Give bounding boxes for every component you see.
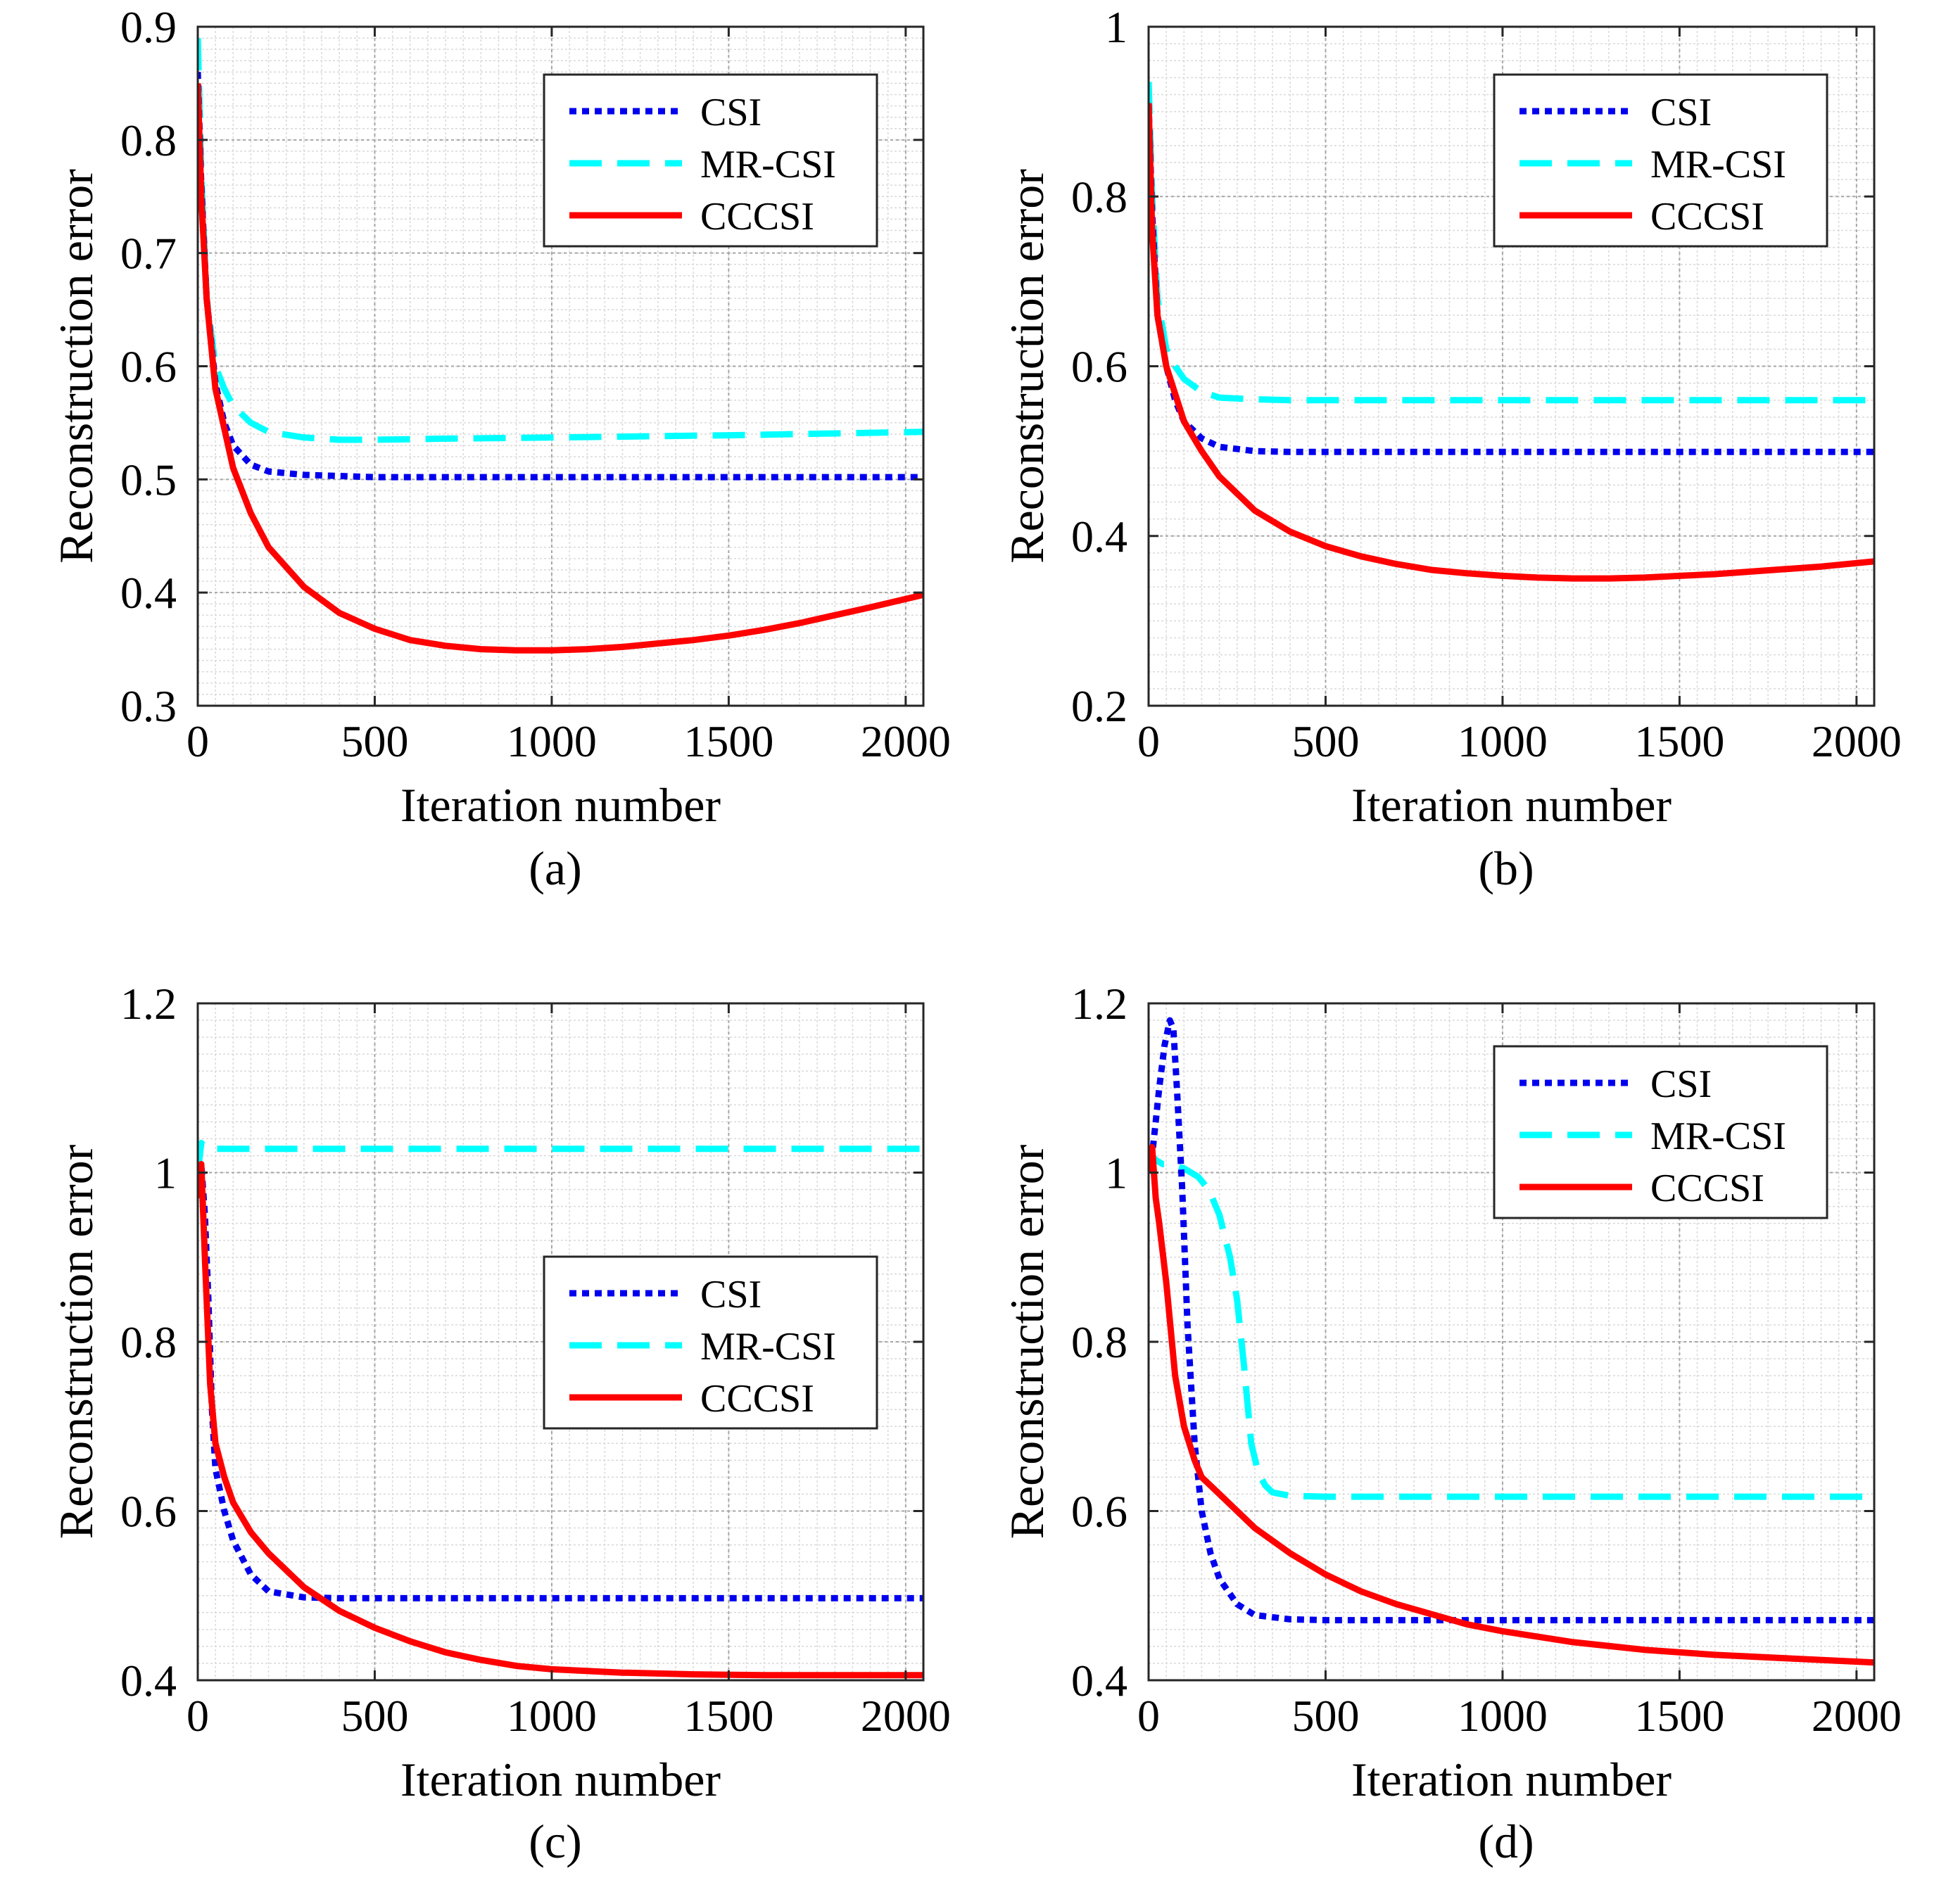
chart-panel-4: 0 500 1000 1500 2000 0.4 0.6 0.8 1 1.2 Iteration n… <box>1000 979 1902 1868</box>
x-tick-label: 500 <box>341 716 408 766</box>
series-line-mr-csi <box>1149 1152 1874 1500</box>
x-axis-title: Iteration number <box>1351 778 1672 832</box>
x-tick-label: 1500 <box>683 716 773 766</box>
panel-label: (c) <box>529 1815 581 1868</box>
y-tick-label: 0.6 <box>1071 1487 1127 1537</box>
x-tick-label: 1500 <box>1634 716 1724 766</box>
series-line-mr-csi <box>1149 82 1874 404</box>
y-tick-label: 1 <box>154 1148 177 1198</box>
y-tick-label: 0.8 <box>120 1317 177 1367</box>
series-group <box>198 1139 923 1679</box>
legend-label: MR-CSI <box>1650 1115 1786 1158</box>
y-tick-label: 0.8 <box>120 115 177 165</box>
x-axis-title: Iteration number <box>1351 1753 1672 1806</box>
y-axis-title: Reconstruction error <box>49 1144 103 1539</box>
series-line-cccsi <box>198 83 923 654</box>
legend-label: CSI <box>1650 91 1712 134</box>
y-tick-label: 0.5 <box>120 455 177 504</box>
series-group <box>1149 82 1874 582</box>
x-tick-label: 0 <box>187 716 209 766</box>
x-tick-label: 1500 <box>1634 1691 1724 1741</box>
legend: CSI MR-CSI CCCSI <box>1493 1045 1828 1219</box>
legend-label: CSI <box>700 91 762 134</box>
y-axis-title: Reconstruction error <box>1000 169 1054 564</box>
y-tick-label: 0.4 <box>120 1656 177 1706</box>
x-tick-label: 2000 <box>1812 1691 1902 1741</box>
legend: CSI MR-CSI CCCSI <box>543 73 878 248</box>
legend-label: CSI <box>700 1273 762 1316</box>
y-tick-label: 0.7 <box>120 229 177 279</box>
y-axis-title: Reconstruction error <box>49 169 103 564</box>
x-tick-label: 1500 <box>683 1691 773 1741</box>
legend-label: MR-CSI <box>1650 143 1786 186</box>
x-tick-label: 0 <box>187 1691 209 1741</box>
x-tick-label: 1000 <box>507 716 597 766</box>
legend-label: CSI <box>1650 1062 1712 1106</box>
x-tick-label: 500 <box>1291 1691 1359 1741</box>
series-line-mr-csi <box>198 1139 923 1174</box>
x-axis-title: Iteration number <box>400 1753 721 1806</box>
y-tick-label: 0.9 <box>120 2 177 52</box>
x-axis-title: Iteration number <box>400 778 721 832</box>
series-line-cccsi <box>1149 1143 1874 1666</box>
y-tick-label: 0.6 <box>1071 342 1127 392</box>
y-tick-label: 0.6 <box>120 342 177 392</box>
legend-label: CCCSI <box>1650 1167 1764 1210</box>
chart-panel-1: 0 500 1000 1500 2000 0.3 0.4 0.5 0.6 0.7 0.8 0.9 Ite… <box>49 2 951 895</box>
x-tick-label: 0 <box>1137 1691 1160 1741</box>
legend: CSI MR-CSI CCCSI <box>1493 73 1828 248</box>
x-tick-label: 1000 <box>507 1691 597 1741</box>
y-tick-label: 0.4 <box>1071 512 1127 561</box>
series-line-cccsi <box>1149 103 1874 582</box>
y-tick-label: 1 <box>1105 1148 1127 1198</box>
x-tick-label: 500 <box>1291 716 1359 766</box>
y-tick-label: 0.3 <box>120 681 177 731</box>
y-tick-label: 0.6 <box>120 1487 177 1537</box>
x-tick-label: 0 <box>1137 716 1160 766</box>
series-group <box>1149 1017 1874 1666</box>
series-line-csi <box>1149 1017 1874 1624</box>
x-tick-label: 2000 <box>1812 716 1902 766</box>
panel-label: (b) <box>1478 842 1534 895</box>
chart-panel-3: 0 500 1000 1500 2000 0.4 0.6 0.8 1 1.2 Iteration n… <box>49 979 951 1868</box>
legend-label: MR-CSI <box>700 143 836 186</box>
x-tick-label: 2000 <box>861 716 951 766</box>
legend-label: CCCSI <box>700 195 814 239</box>
y-tick-label: 0.8 <box>1071 172 1127 222</box>
panel-label: (a) <box>529 842 581 895</box>
series-line-cccsi <box>198 1161 923 1679</box>
legend-label: CCCSI <box>700 1377 814 1421</box>
y-tick-label: 0.2 <box>1071 681 1127 731</box>
legend-label: MR-CSI <box>700 1325 836 1369</box>
panel-label: (d) <box>1478 1815 1534 1868</box>
x-tick-label: 500 <box>341 1691 408 1741</box>
x-tick-label: 1000 <box>1458 716 1548 766</box>
x-tick-label: 2000 <box>861 1691 951 1741</box>
chart-panel-2: 0 500 1000 1500 2000 0.2 0.4 0.6 0.8 1 Iteration n… <box>1000 2 1902 895</box>
series-group <box>198 37 923 654</box>
y-axis-title: Reconstruction error <box>1000 1144 1054 1539</box>
y-tick-label: 1 <box>1105 2 1127 52</box>
y-tick-label: 0.4 <box>120 568 177 618</box>
x-tick-label: 1000 <box>1458 1691 1548 1741</box>
legend-label: CCCSI <box>1650 195 1764 239</box>
legend: CSI MR-CSI CCCSI <box>543 1255 878 1430</box>
y-tick-label: 0.4 <box>1071 1656 1127 1706</box>
y-tick-label: 1.2 <box>1071 979 1127 1029</box>
y-tick-label: 1.2 <box>120 979 177 1029</box>
y-tick-label: 0.8 <box>1071 1317 1127 1367</box>
